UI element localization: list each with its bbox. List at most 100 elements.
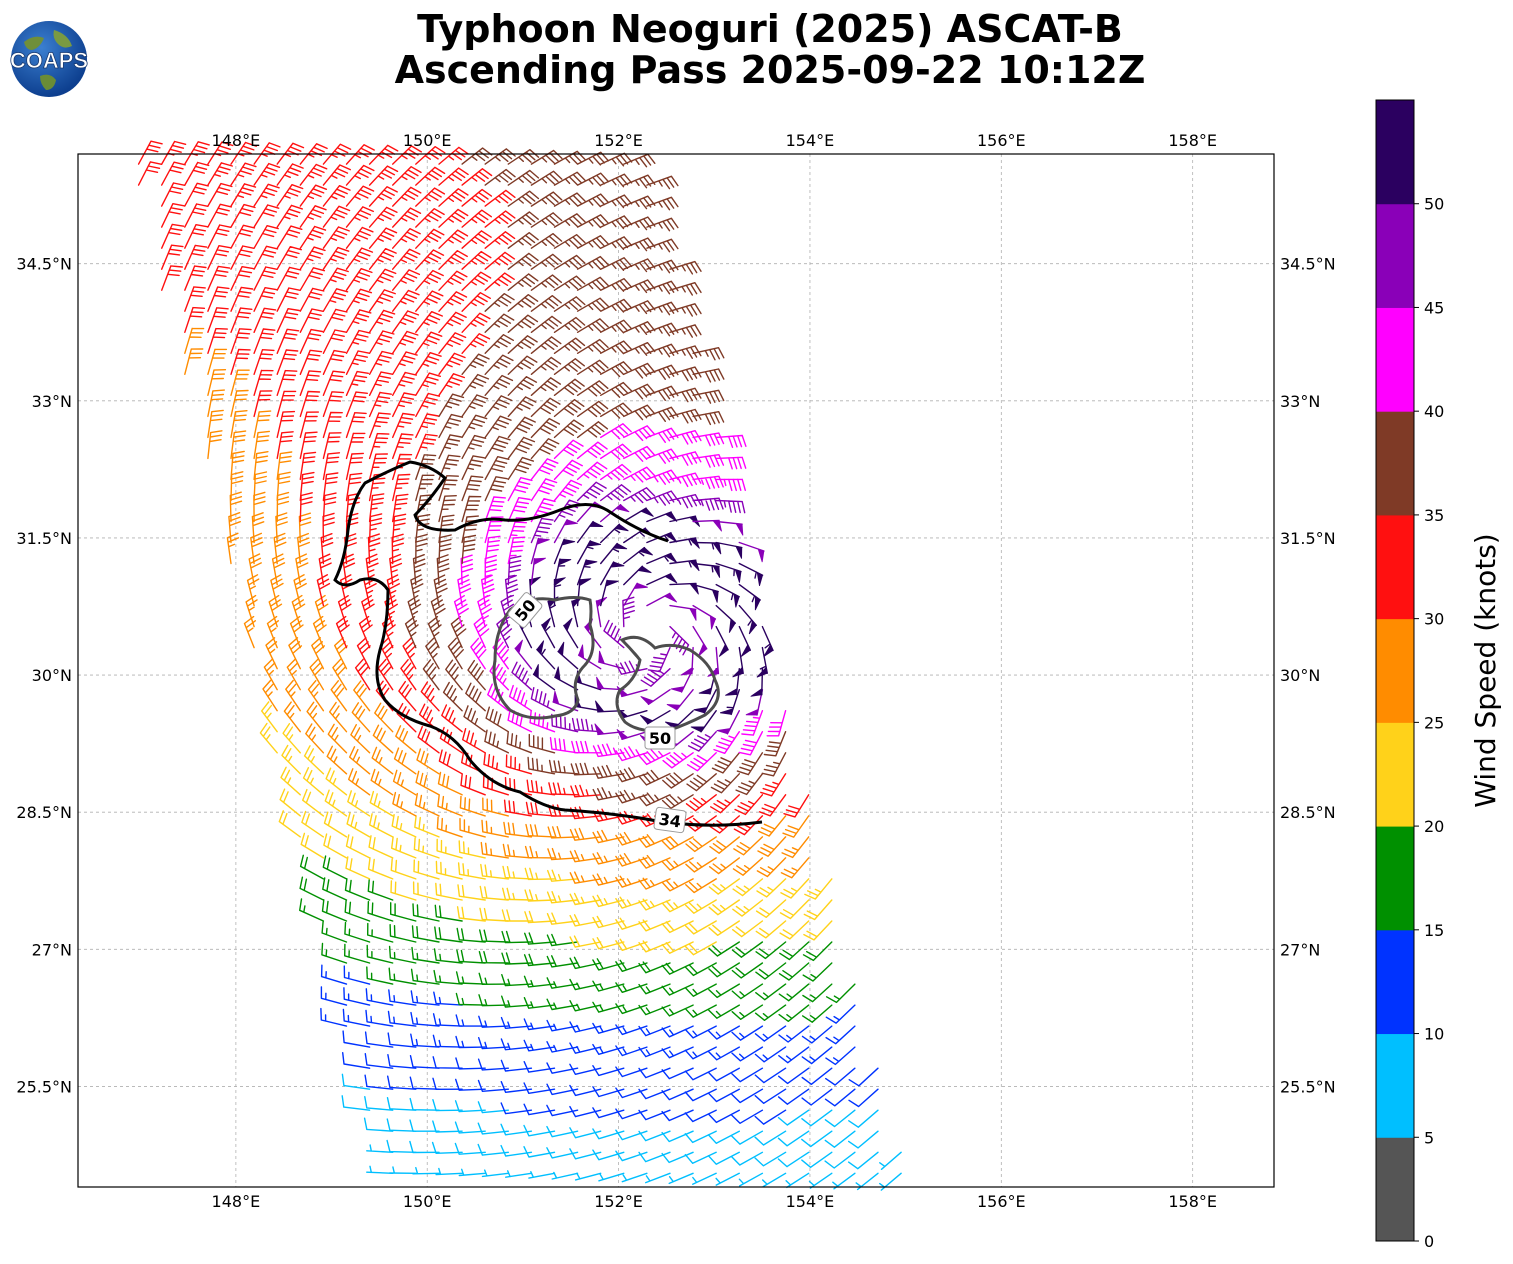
wind-barb [707, 1067, 740, 1082]
wind-barb [755, 941, 787, 960]
wind-barb-flag [689, 607, 697, 621]
wind-barb [345, 185, 375, 207]
wind-barb [777, 1130, 810, 1147]
wind-barb [546, 1062, 579, 1074]
contour-label-box [644, 726, 676, 750]
wind-barb-flag [712, 519, 722, 532]
wind-barb [207, 162, 233, 186]
wind-barb [320, 533, 334, 565]
wind-barb [415, 474, 435, 502]
wind-barb [322, 185, 351, 207]
wind-barb [276, 431, 294, 460]
colorbar-segment [1376, 100, 1414, 205]
wind-barb-flag [689, 559, 700, 572]
wind-barb [638, 1088, 671, 1100]
wind-barb [465, 682, 486, 712]
wind-barb [553, 254, 586, 270]
wind-barb [391, 533, 404, 565]
wind-barb [342, 1052, 371, 1069]
wind-barb [731, 962, 764, 979]
wind-barb-flag [757, 548, 765, 563]
wind-barb [600, 236, 633, 251]
wind-barb [781, 836, 810, 859]
wind-barb [824, 1109, 856, 1128]
wind-barb [803, 920, 833, 941]
lat-tick-label-right: 27°N [1280, 940, 1320, 959]
wind-barb [438, 413, 464, 439]
wind-barb [530, 478, 558, 502]
wind-barb [600, 257, 633, 271]
wind-barb [529, 710, 556, 733]
wind-barb [396, 702, 417, 733]
wind-barb [592, 894, 625, 908]
wind-barb [600, 278, 633, 292]
wind-barb [441, 704, 463, 733]
wind-barb [458, 1168, 486, 1177]
wind-barb [230, 224, 256, 249]
wind-barb [438, 475, 459, 502]
wind-barb [450, 616, 467, 649]
wind-barb [755, 983, 787, 1001]
wind-barb [320, 986, 348, 1006]
wind-barb [546, 1041, 579, 1053]
wind-barb [276, 246, 302, 270]
wind-barb [299, 876, 325, 901]
wind-barb [507, 456, 534, 481]
wind-barb [661, 857, 694, 871]
wind-barb [461, 534, 477, 565]
wind-barb [684, 1130, 717, 1144]
lon-tick-label-bottom: 150°E [403, 1192, 452, 1211]
wind-barb [778, 983, 810, 1002]
wind-barb [600, 443, 632, 460]
wind-barb [345, 492, 361, 523]
wind-barb [425, 637, 440, 670]
wind-barb [299, 471, 315, 502]
wind-barb [646, 175, 679, 190]
wind-barb [484, 210, 516, 228]
wind-barb [484, 535, 501, 565]
wind-barb [348, 768, 371, 796]
wind-barb [253, 183, 280, 207]
wind-barb [432, 1056, 463, 1069]
wind-barb [592, 1043, 625, 1055]
wind-barb [646, 238, 679, 253]
wind-barb [388, 967, 417, 985]
wind-barb [692, 454, 725, 468]
wind-barb [230, 203, 256, 228]
wind-barb [473, 616, 490, 649]
colorbar-tick-label: 10 [1424, 1025, 1444, 1044]
wind-barb [226, 532, 240, 565]
wind-barb [600, 463, 632, 481]
colorbar-segment [1376, 618, 1414, 723]
wind-barb [733, 836, 764, 856]
wind-barb [708, 857, 740, 875]
wind-barb [592, 937, 625, 950]
wind-barb [715, 434, 747, 448]
wind-barb [276, 225, 303, 249]
wind-barb [345, 472, 363, 502]
wind-barb [392, 145, 422, 165]
wind-barb [646, 217, 679, 232]
wind-barb [415, 433, 438, 460]
wind-barb [367, 901, 394, 922]
wind-barb-flag [670, 686, 686, 693]
wind-barb [314, 594, 329, 628]
wind-barb [715, 499, 746, 514]
wind-barb [299, 163, 328, 186]
wind-barb [412, 881, 440, 901]
wind-barb-flag [640, 507, 654, 517]
wind-barb [299, 898, 325, 922]
wind-barb [848, 1067, 879, 1087]
wind-barb [322, 492, 337, 523]
wind-barb [411, 925, 440, 943]
wind-barb [530, 336, 562, 354]
wind-barb [432, 1120, 463, 1133]
wind-barb [322, 512, 335, 544]
wind-barb [410, 1033, 440, 1048]
wind-barb [410, 990, 440, 1006]
wind-barb [161, 265, 183, 291]
wind-barb [415, 228, 445, 249]
wind-barb [684, 1088, 717, 1102]
page-title-line2: Ascending Pass 2025-09-22 10:12Z [394, 48, 1146, 92]
